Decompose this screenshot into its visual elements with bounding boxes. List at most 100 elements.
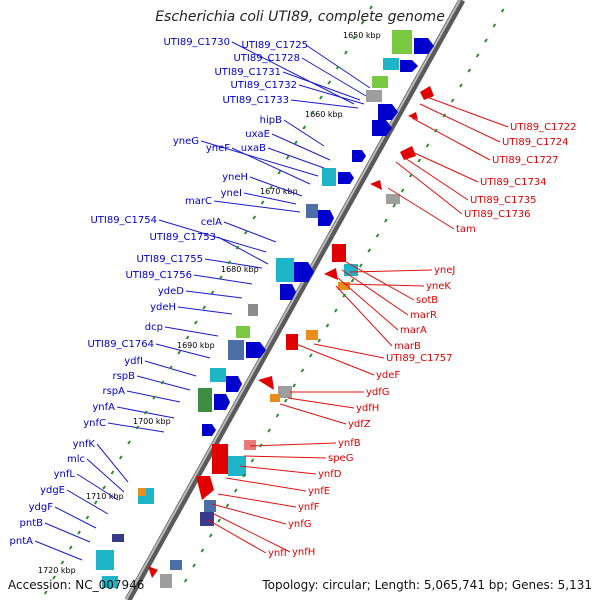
gene-label: ynfA [92,402,115,413]
tick-label: 1690 kbp [177,341,215,350]
gc-skew-dash [319,95,323,100]
gc-skew-dash [185,335,190,340]
gene-label: marB [394,341,421,352]
gene-label: UTI89_C1724 [502,137,569,148]
gene-label: UTI89_C1753 [149,232,216,243]
gene-label: marA [400,325,427,336]
gc-skew-dash [143,410,148,415]
gc-skew-dash [217,518,221,523]
gene-label: UTI89_C1733 [222,95,289,106]
gene-label: UTI89_C1727 [492,155,559,166]
gc-skew-dash [475,53,480,58]
gene-label: UTI89_C1732 [230,80,297,91]
gene-label: UTI89_C1730 [163,37,230,48]
gc-skew-dash [285,155,290,160]
gene-label: celA [201,217,222,228]
gc-skew-dash [43,590,48,595]
gc-skew-dash [127,440,131,445]
gene-label: ydfH [356,403,379,414]
gene-label: sotB [416,295,438,306]
gene-label: UTI89_C1736 [464,209,531,220]
gc-skew-dash [258,443,263,448]
gc-skew-dash [350,278,355,283]
gc-skew-dash [450,98,455,103]
gc-skew-dash [269,185,273,190]
gene-label: ydfG [366,387,390,398]
gc-skew-dash [375,233,380,238]
gc-skew-dash [225,503,230,508]
gc-skew-dash [192,563,196,568]
gene-label: pntB [20,518,44,529]
gc-skew-dash [400,188,405,193]
gene-label: ydgE [40,485,65,496]
gc-skew-dash [85,515,90,520]
accession-text: Accession: NC_007946 [8,578,145,592]
gene-label: uxaB [241,143,266,154]
label-leader-lines [34,41,509,561]
gene-label: ydfI [124,356,143,367]
tick-label: 1670 kbp [260,187,298,196]
gene-label: mlc [67,454,85,465]
gc-skew-dash [277,170,282,175]
gc-skew-dash [160,380,165,385]
gc-skew-dash [352,35,357,40]
gc-skew-dash [310,110,315,115]
gene-label: rspB [112,371,135,382]
tick-label: 1700 kbp [133,417,171,426]
gc-skew-dash [360,20,365,25]
gene-features [96,30,434,588]
gc-skew-dash [467,68,472,73]
gene-label: ynfK [73,439,96,450]
reverse-strand-labels: UTI89_C1722 UTI89_C1724 UTI89_C1727 UTI8… [268,122,577,559]
gc-skew-dash [359,263,363,268]
gc-skew-dash [417,158,422,163]
gc-skew-dash [235,245,240,250]
gc-skew-dash [250,458,255,463]
gene-label: ynfI [268,548,287,559]
gene-label: ynfH [292,547,315,558]
gene-label: UTI89_C1728 [233,53,300,64]
gc-skew-dash [484,38,488,43]
gc-skew-dash [425,143,430,148]
genome-title: Escherichia coli UTI89, complete genome [155,9,445,25]
gene-label: tam [456,224,476,235]
tick-label: 1720 kbp [38,566,76,575]
gene-label: yneK [426,281,451,292]
gene-label: ydfZ [348,419,371,430]
gene-label: marC [185,196,212,207]
tick-label: 1660 kbp [305,110,343,119]
gene-label: dcp [145,322,163,333]
gene-label: ynfL [54,469,76,480]
gc-skew-dash [52,575,56,580]
gene-label: ynfE [308,486,330,497]
gc-skew-dash [227,260,232,265]
forward-strand-labels: UTI89_C1730 UTI89_C1725 UTI89_C1728 UTI8… [10,37,308,547]
gc-skew-dash [183,578,188,583]
gene-label: UTI89_C1725 [241,40,308,51]
gene-label: yneI [221,188,242,199]
gc-skew-dash [152,395,156,400]
gene-label: ynfF [298,502,320,513]
gc-skew-dash [283,398,288,403]
gc-skew-dash [60,560,65,565]
tick-label: 1710 kbp [86,492,124,501]
gc-skew-dash [208,533,213,538]
gc-skew-dash [300,368,305,373]
gc-skew-dash [169,365,173,370]
gc-skew-dash [177,350,182,355]
gc-skew-dash [275,413,280,418]
tick-label: 1680 kbp [221,265,259,274]
gene-label: yneJ [434,265,455,276]
topology-text: Topology: circular; Length: 5,065,741 bp… [262,578,592,592]
gene-label: hipB [260,115,282,126]
kbp-ticks: 1650 kbp 1660 kbp 1670 kbp 1680 kbp 1690… [38,31,381,575]
gene-label: UTI89_C1757 [386,353,453,364]
gene-label: UTI89_C1734 [480,177,547,188]
gene-label: pntA [10,536,34,547]
gc-skew-dash [409,173,413,178]
gc-skew-dash [335,65,340,70]
gene-label: UTI89_C1754 [90,215,157,226]
gene-label: ynfB [338,438,361,449]
gc-skew-dash [500,8,505,13]
gene-label: yneF [206,143,230,154]
